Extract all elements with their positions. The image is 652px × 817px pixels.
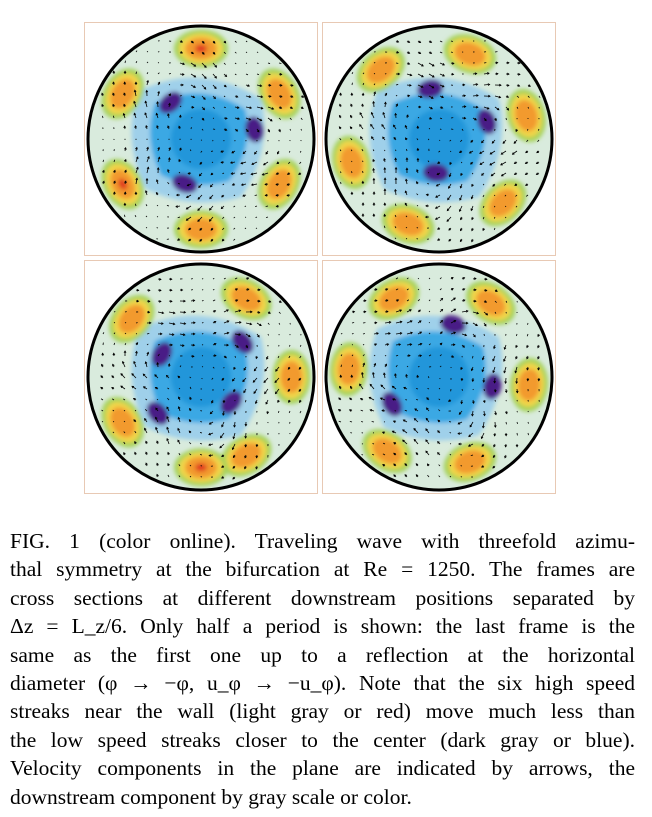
caption-line: downstream component by gray scale or co…	[10, 784, 412, 809]
caption-line: streaks near the wall (light gray or red…	[10, 699, 635, 724]
cross-section-frame-4	[322, 260, 556, 494]
cross-section-plot	[322, 260, 556, 494]
caption-line: diameter (φ → −φ, u_φ → −u_φ). Note that…	[10, 671, 635, 696]
cross-section-plot	[84, 22, 318, 256]
caption-line: thal symmetry at the bifurcation at Re =…	[10, 557, 635, 582]
cross-section-plot	[84, 260, 318, 494]
caption-line: Velocity components in the plane are ind…	[10, 756, 635, 781]
caption-line: cross sections at different downstream p…	[10, 585, 635, 610]
figure-caption: FIG. 1 (color online). Traveling wave wi…	[10, 527, 635, 811]
caption-line: Δz = L_z/6. Only half a period is shown:…	[10, 614, 635, 639]
caption-line: the low speed streaks closer to the cent…	[10, 727, 635, 752]
figure	[84, 22, 560, 496]
cross-section-frame-3	[84, 260, 318, 494]
caption-line: same as the first one up to a reflection…	[10, 642, 635, 667]
cross-section-plot	[322, 22, 556, 256]
cross-section-frame-1	[84, 22, 318, 256]
caption-line: FIG. 1 (color online). Traveling wave wi…	[10, 529, 635, 553]
cross-section-frame-2	[322, 22, 556, 256]
